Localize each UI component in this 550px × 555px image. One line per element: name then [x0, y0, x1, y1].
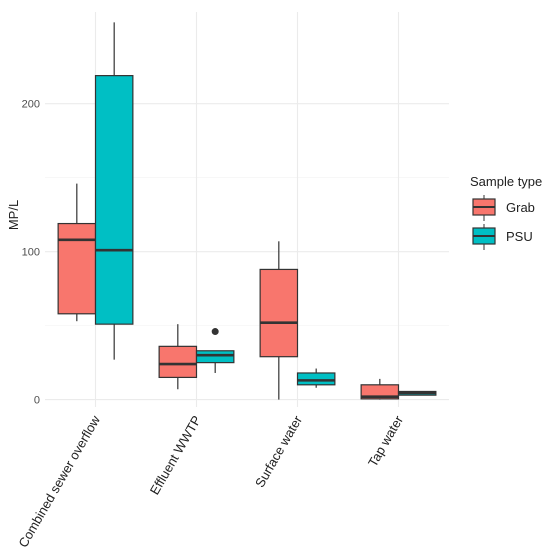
box-grab-2 — [259, 241, 299, 400]
box-grab-1 — [158, 324, 198, 390]
iqr-box — [195, 350, 235, 364]
box-psu-3 — [397, 390, 437, 396]
iqr-box — [158, 345, 198, 379]
legend-key-grab: Grab — [472, 195, 535, 221]
legend: Sample type Grab PSU — [470, 174, 542, 250]
y-tick-label: 100 — [22, 247, 40, 259]
iqr-box — [94, 75, 134, 325]
y-axis-ticks: 0 100 200 — [22, 99, 40, 407]
outlier-point — [211, 328, 219, 336]
box-psu-1 — [195, 328, 235, 373]
legend-key-psu: PSU — [472, 224, 533, 250]
x-tick-label: Combined sewer overflow — [15, 412, 103, 550]
y-axis-title: MP/L — [6, 200, 21, 230]
y-tick-label: 200 — [22, 99, 40, 111]
iqr-box — [57, 222, 97, 315]
x-tick-label: Tap water — [365, 412, 407, 469]
legend-title: Sample type — [470, 174, 542, 189]
box-grab-3 — [360, 378, 400, 400]
box-psu-0 — [94, 22, 134, 360]
y-tick-label: 0 — [34, 395, 40, 407]
x-tick-label: Effluent WWTP — [147, 413, 204, 497]
box-grab-0 — [57, 183, 97, 322]
legend-label: PSU — [506, 229, 533, 244]
legend-label: Grab — [506, 200, 535, 215]
boxes — [57, 22, 437, 400]
iqr-box — [259, 268, 299, 358]
x-axis-ticks: Combined sewer overflow Effluent WWTP Surf… — [15, 412, 406, 550]
iqr-box — [296, 372, 336, 386]
box-psu-2 — [296, 368, 336, 388]
x-tick-label: Surface water — [252, 412, 305, 490]
